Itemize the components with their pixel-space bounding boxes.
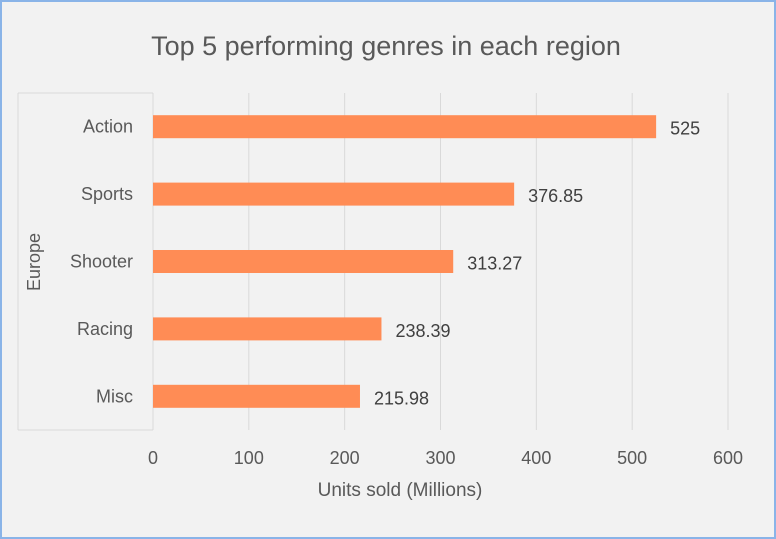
category-label: Misc: [96, 386, 133, 406]
data-label: 525: [670, 119, 700, 139]
data-label: 238.39: [395, 321, 450, 341]
x-tick-label: 300: [425, 448, 455, 468]
category-label: Action: [83, 117, 133, 137]
data-label: 215.98: [374, 388, 429, 408]
x-tick-label: 600: [713, 448, 743, 468]
x-axis-title: Units sold (Millions): [318, 480, 483, 501]
x-tick-label: 200: [330, 448, 360, 468]
bar: [153, 317, 382, 341]
bar: [153, 384, 360, 408]
x-tick-label: 500: [617, 448, 647, 468]
category-label: Sports: [81, 184, 133, 204]
x-tick-label: 400: [521, 448, 551, 468]
value-labels: 525 376.85 313.27 238.39 215.98: [374, 119, 700, 409]
category-label: Shooter: [70, 252, 133, 272]
data-label: 313.27: [467, 254, 522, 274]
x-tick-labels: 0 100 200 300 400 500 600: [148, 448, 743, 468]
gridlines: [248, 93, 729, 430]
category-labels: Action Sports Shooter Racing Misc: [70, 117, 133, 407]
data-label: 376.85: [528, 186, 583, 206]
bar: [153, 182, 515, 206]
category-label: Racing: [77, 319, 133, 339]
group-axis-label: Europe: [24, 233, 44, 291]
bars: [153, 115, 657, 408]
chart-title: Top 5 performing genres in each region: [151, 31, 621, 61]
bar: [153, 115, 657, 139]
x-tick-label: 100: [234, 448, 264, 468]
bar: [153, 250, 454, 273]
x-tick-label: 0: [148, 448, 158, 468]
